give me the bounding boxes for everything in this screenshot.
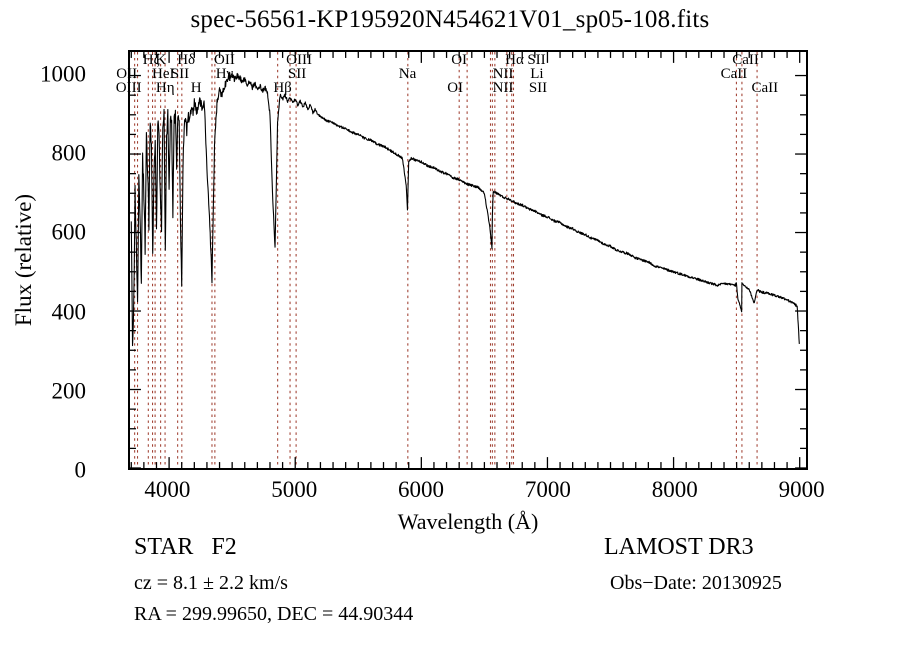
x-tick-label: 8000 <box>651 477 698 502</box>
spectral-line-label: HeI <box>151 66 175 82</box>
redshift-velocity: cz = 8.1 ± 2.2 km/s <box>134 572 288 594</box>
spectral-line-label: OII <box>214 52 235 68</box>
x-tick-label: 6000 <box>398 477 445 502</box>
spectral-line-label: OIII <box>286 52 312 68</box>
spectral-line-label: CaII <box>751 80 779 96</box>
y-tick-label: 1000 <box>40 61 86 87</box>
spectral-line-label: OI <box>451 52 468 68</box>
y-tick-label: 800 <box>51 140 87 166</box>
x-tick-label: 7000 <box>524 477 571 502</box>
spectral-line-label: SII <box>287 66 307 82</box>
spectral-line-label: OI <box>447 80 464 96</box>
spectral-line-label: Hα <box>505 52 524 68</box>
spectral-line-label: OIII <box>115 80 142 96</box>
spectral-line-label: Hζ <box>142 52 160 68</box>
spectral-line-label: Na <box>398 66 417 82</box>
spectrum-trace <box>130 71 800 347</box>
spectral-line-label: NII <box>492 80 514 96</box>
page-title: spec-56561-KP195920N454621V01_sp05-108.f… <box>190 6 710 33</box>
spectral-line-markers <box>134 52 758 468</box>
coordinates: RA = 299.99650, DEC = 44.90344 <box>134 603 414 625</box>
spectral-line-label: K <box>155 52 167 68</box>
x-axis-ticks <box>130 52 801 468</box>
spectral-line-label: OII <box>116 66 138 82</box>
survey-name: LAMOST DR3 <box>604 534 754 560</box>
spectral-line-label: Hβ <box>273 80 292 96</box>
object-classification: STAR F2 <box>134 534 237 560</box>
y-tick-label: 0 <box>74 457 87 483</box>
spectrum-canvas <box>130 52 806 468</box>
spectral-line-label: H <box>190 80 202 96</box>
spectrum-plot <box>128 50 808 470</box>
spectral-line-label: CaII <box>720 66 748 82</box>
spectral-line-label: SII <box>170 66 190 82</box>
y-axis-ticks <box>130 74 806 468</box>
x-axis-title: Wavelength (Å) <box>397 509 539 534</box>
spectral-line-label: CaII <box>732 52 759 68</box>
spectral-line-label: Hγ <box>215 66 234 82</box>
y-tick-label: 200 <box>51 378 87 404</box>
spectral-line-label: SII <box>528 80 548 96</box>
spectral-line-label: Hη <box>155 80 175 96</box>
y-axis-title: Flux (relative) <box>11 193 36 327</box>
observation-date: Obs−Date: 20130925 <box>610 572 782 594</box>
x-tick-label: 9000 <box>778 477 825 502</box>
spectral-line-label: SII <box>527 52 546 68</box>
y-tick-label: 600 <box>51 219 87 245</box>
x-tick-label: 5000 <box>271 477 318 502</box>
y-tick-label: 400 <box>51 299 87 324</box>
spectral-line-label: Hδ <box>177 52 196 68</box>
spectral-line-label: NII <box>492 66 514 82</box>
spectral-line-label: Li <box>530 66 544 82</box>
x-tick-label: 4000 <box>144 477 191 502</box>
